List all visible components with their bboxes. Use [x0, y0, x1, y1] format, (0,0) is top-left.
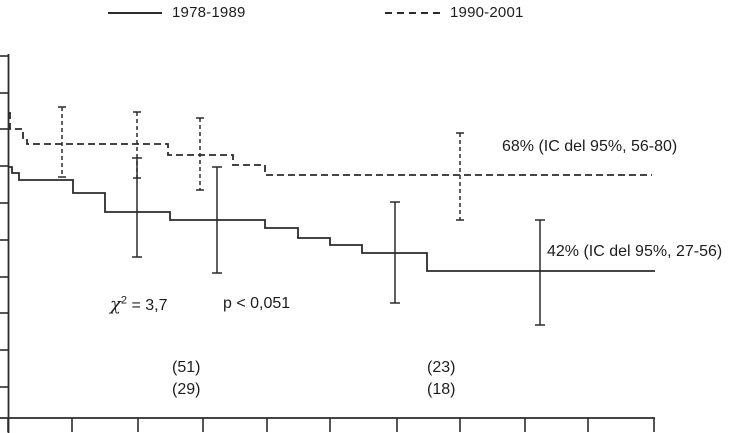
legend-solid-line-swatch [108, 12, 162, 14]
solid-curve-ci-annotation: 42% (IC del 95%, 27-56) [547, 243, 723, 260]
legend-label-1990-2001: 1990-2001 [450, 4, 524, 21]
chi-symbol: χ [110, 294, 121, 315]
legend-label-1978-1989: 1978-1989 [172, 4, 246, 21]
dashed-curve-ci-annotation: 68% (IC del 95%, 56-80) [502, 138, 678, 155]
legend-dashed-line-swatch [385, 12, 443, 14]
p-value-annotation: p < 0,051 [223, 295, 291, 312]
count-51: (51) [172, 359, 201, 376]
count-29: (29) [172, 381, 201, 398]
at-risk-counts-left: (51) (29) [172, 357, 200, 401]
at-risk-counts-right: (23) (18) [427, 357, 455, 401]
count-18: (18) [427, 381, 456, 398]
chi-superscript: 2 [120, 294, 128, 307]
chi-value: = 3,7 [127, 297, 168, 314]
count-23: (23) [427, 359, 456, 376]
chi-square-annotation: χ2 = 3,7 [110, 294, 168, 315]
